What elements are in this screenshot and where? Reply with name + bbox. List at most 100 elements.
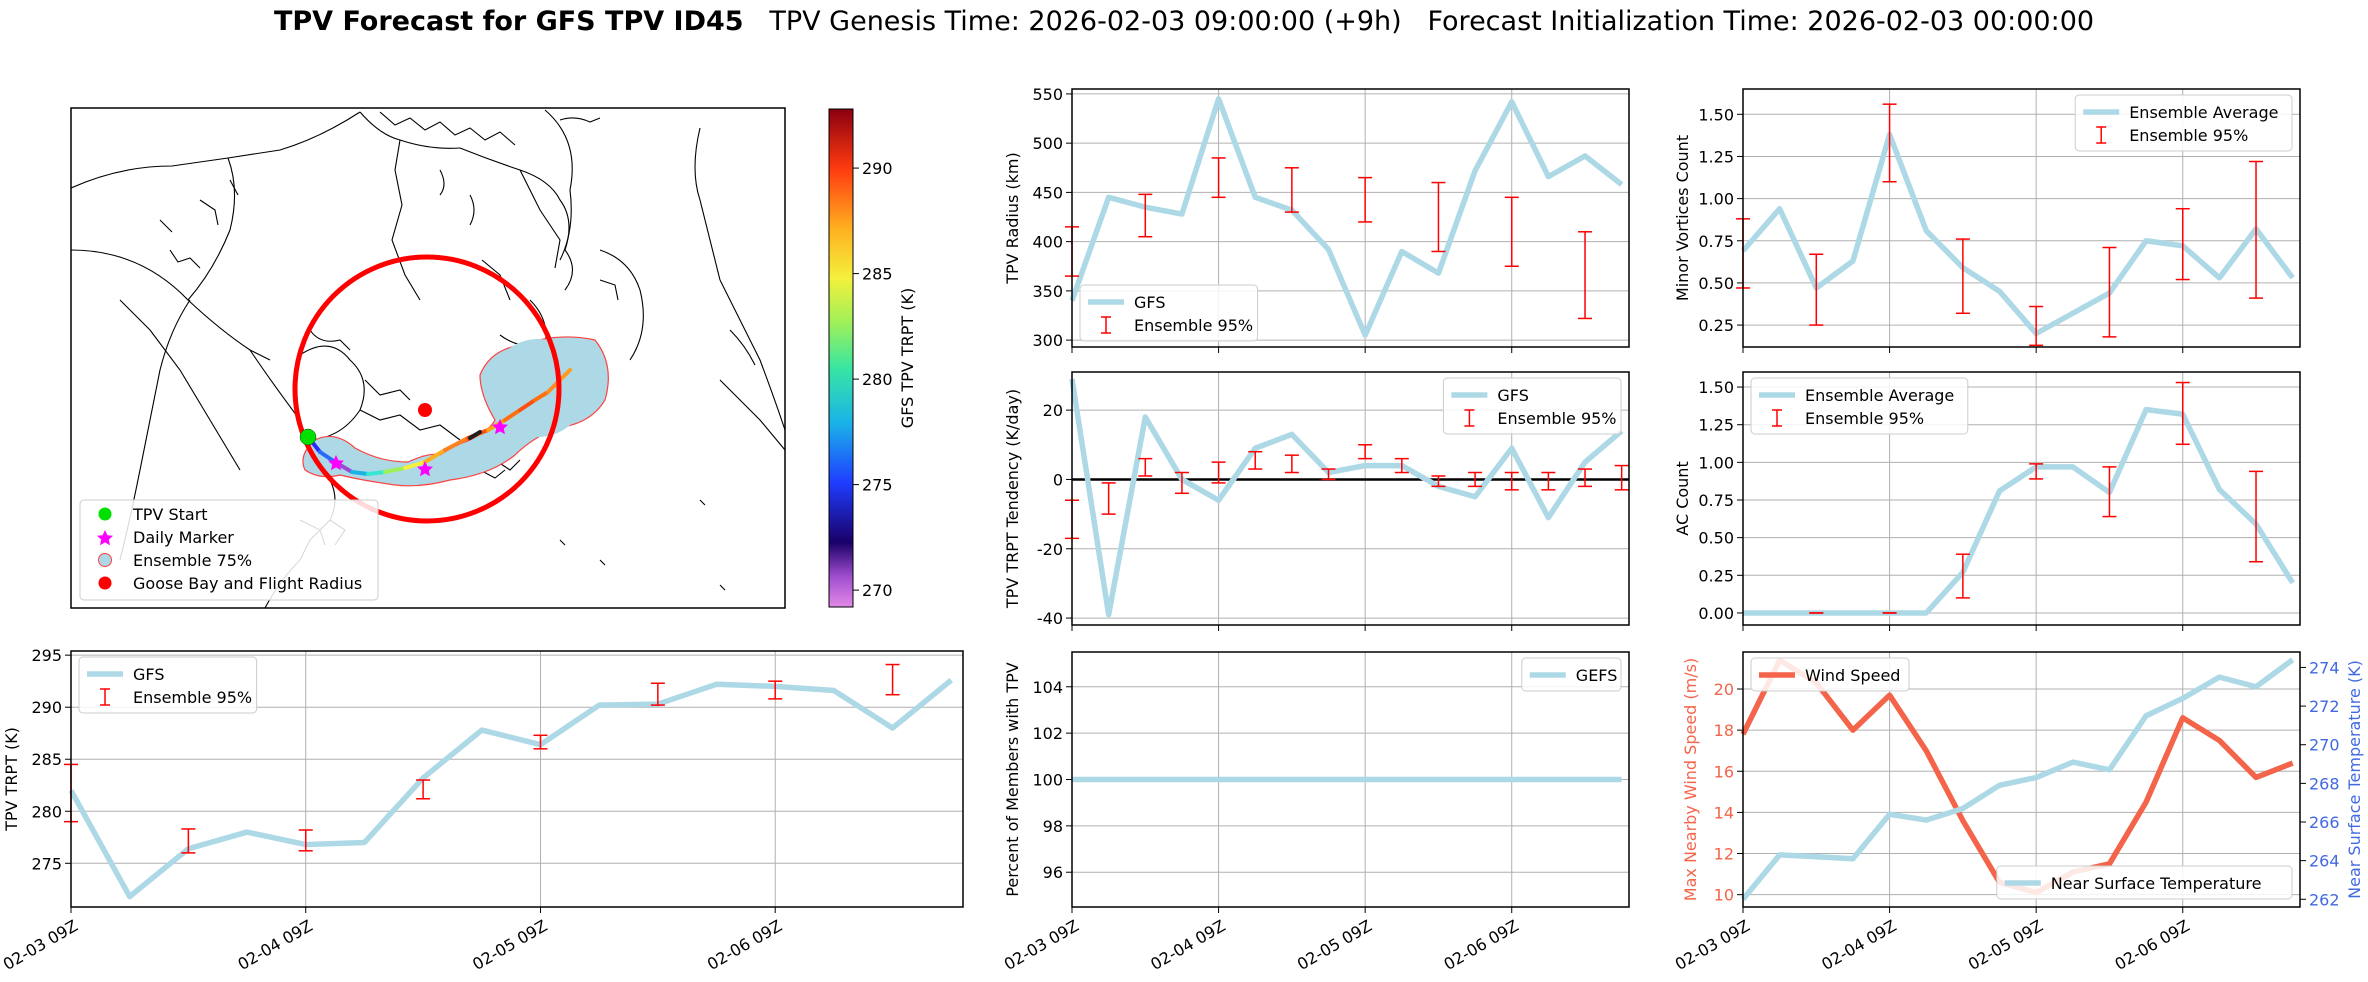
legend-ensemble-75: Ensemble 75% — [133, 551, 252, 570]
x-tick-label: 02-03 09Z — [0, 916, 81, 974]
plot-frame — [70, 650, 964, 908]
y-tick-label: 104 — [1032, 678, 1063, 697]
y-tick-label: 12 — [1714, 845, 1734, 864]
figure-title-main: TPV Forecast for GFS TPV ID45 — [273, 6, 744, 37]
figure-title-genesis: TPV Genesis Time: 2026-02-03 09:00:00 (+… — [769, 6, 1402, 37]
y-tick-label: 290 — [31, 698, 62, 717]
legend-daily-marker: Daily Marker — [133, 528, 234, 547]
colorbar-tick-label: 290 — [862, 159, 893, 178]
flight-radius-circle — [292, 254, 562, 524]
figure-title-init: Forecast Initialization Time: 2026-02-03… — [1427, 6, 2095, 37]
colorbar-tick-label: 270 — [862, 581, 893, 600]
chart-radius: 300 350 400 450 500 550 TPV Radius (km) GFS Ense… — [1003, 85, 1630, 353]
legend-box — [1996, 865, 2293, 900]
daily-marker-star — [328, 455, 344, 471]
map-legend: TPV Start Daily Marker Ensemble 75% Goos… — [79, 499, 379, 601]
y-tick-label: 275 — [31, 854, 62, 873]
chart-tendency: -40 -20 0 20 TPV TRPT Tendency (K/day) GFS Ens… — [1003, 371, 1630, 631]
y-tick-label: 102 — [1032, 724, 1063, 743]
plot-frame — [1742, 651, 2301, 908]
y-tick-label: 96 — [1043, 863, 1063, 882]
chart-members: 96 98 100 102 104 02-03 09Z 02-04 09Z 02-05 09Z… — [1001, 651, 1630, 974]
legend-label: Ensemble 95% — [1805, 409, 1924, 428]
y-tick-label: 450 — [1032, 183, 1063, 202]
colorbar-tick-label: 285 — [862, 265, 893, 284]
colorbar-label: GFS TPV TRPT (K) — [898, 288, 917, 428]
y2-tick-label: 266 — [2309, 813, 2340, 832]
x-tick-label: 02-04 09Z — [234, 916, 315, 974]
map-panel: TPV Start Daily Marker Ensemble 75% Goos… — [70, 107, 917, 609]
y-tick-label: 500 — [1032, 134, 1063, 153]
y-tick-label: 1.00 — [1698, 190, 1734, 209]
y-axis-label: AC Count — [1673, 461, 1692, 535]
plot-frame — [1071, 651, 1630, 908]
x-tick-label: 02-06 09Z — [2111, 916, 2192, 974]
legend-label: GFS — [133, 665, 164, 684]
y-tick-label: 1.25 — [1698, 147, 1734, 166]
legend-box — [1750, 377, 1969, 435]
y-tick-label: 300 — [1032, 331, 1063, 350]
goose-bay-marker — [418, 403, 432, 417]
colorbar: 270 275 280 285 290 GFS TPV TRPT (K) — [828, 108, 917, 608]
chart-ac: 0.00 0.25 0.50 0.75 1.00 1.25 1.50 AC Count Ense… — [1673, 371, 2301, 631]
y-tick-label: 0.25 — [1698, 316, 1734, 335]
y-tick-label: 280 — [31, 802, 62, 821]
legend-label: Ensemble Average — [1805, 386, 1954, 405]
legend-label: GEFS — [1576, 666, 1618, 685]
y-tick-label: 1.25 — [1698, 416, 1734, 435]
y2-tick-label: 268 — [2309, 774, 2340, 793]
legend-label: Near Surface Temperature — [2051, 874, 2262, 893]
legend-tpv-start: TPV Start — [132, 505, 208, 524]
x-tick-label: 02-05 09Z — [1965, 916, 2046, 974]
y-tick-label: 400 — [1032, 233, 1063, 252]
x-tick-label: 02-03 09Z — [1672, 916, 1753, 974]
legend-label: Ensemble 95% — [1134, 316, 1253, 335]
y2-tick-label: 262 — [2309, 890, 2340, 909]
series-line-ensemble-average — [1743, 406, 2296, 616]
x-tick-label: 02-05 09Z — [1294, 916, 1375, 974]
legend-box — [1079, 284, 1259, 342]
y-tick-label: 0.50 — [1698, 529, 1734, 548]
y-axis-label: TPV TRPT (K) — [2, 727, 21, 832]
y2-tick-label: 264 — [2309, 852, 2340, 871]
chart-trpt: 275 280 285 290 295 02-03 09Z 02-04 09Z 02-05 0… — [0, 646, 964, 974]
legend-box — [2074, 94, 2293, 152]
y-tick-label: 285 — [31, 750, 62, 769]
legend-label: GFS — [1134, 293, 1165, 312]
colorbar-tick-label: 280 — [862, 370, 893, 389]
y-tick-label: -20 — [1037, 540, 1063, 559]
y-tick-label: 20 — [1714, 680, 1734, 699]
y-axis-label: TPV TRPT Tendency (K/day) — [1003, 389, 1022, 609]
legend-label: Ensemble Average — [2129, 103, 2278, 122]
y2-tick-label: 270 — [2309, 736, 2340, 755]
x-tick-label: 02-06 09Z — [1440, 916, 1521, 974]
series-line-gfs — [68, 678, 954, 900]
legend-label: Wind Speed — [1805, 666, 1900, 685]
legend-goose-bay: Goose Bay and Flight Radius — [133, 574, 362, 593]
legend-box — [1750, 657, 1910, 692]
y-tick-label: 16 — [1714, 762, 1734, 781]
colorbar-tick-label: 275 — [862, 476, 893, 495]
y-tick-label: 10 — [1714, 886, 1734, 905]
series-line-gfs — [1069, 378, 1624, 618]
y-tick-label: 0.25 — [1698, 566, 1734, 585]
plot-frame — [1071, 88, 1630, 348]
plot-frame — [1071, 371, 1630, 626]
y2-tick-label: 274 — [2309, 658, 2340, 677]
daily-marker-star — [492, 419, 508, 435]
legend-box — [1442, 377, 1622, 435]
y-tick-label: 14 — [1714, 803, 1734, 822]
series-line-ensemble-average — [1740, 131, 2295, 337]
x-tick-label: 02-03 09Z — [1001, 916, 1082, 974]
x-tick-label: 02-04 09Z — [1818, 916, 1899, 974]
x-tick-label: 02-05 09Z — [469, 916, 550, 974]
legend-box — [1521, 657, 1622, 692]
legend-label: Ensemble 95% — [133, 688, 252, 707]
y-tick-label: 295 — [31, 646, 62, 665]
chart-minor: 0.25 0.50 0.75 1.00 1.25 1.50 Minor Vortices C… — [1673, 88, 2301, 353]
series-line-near-surface-temperature — [1740, 657, 2295, 902]
y-tick-label: 100 — [1032, 771, 1063, 790]
y-axis-label: Percent of Members with TPV — [1003, 662, 1022, 896]
y-tick-label: 0.00 — [1698, 604, 1734, 623]
y-tick-label: 0.75 — [1698, 232, 1734, 251]
